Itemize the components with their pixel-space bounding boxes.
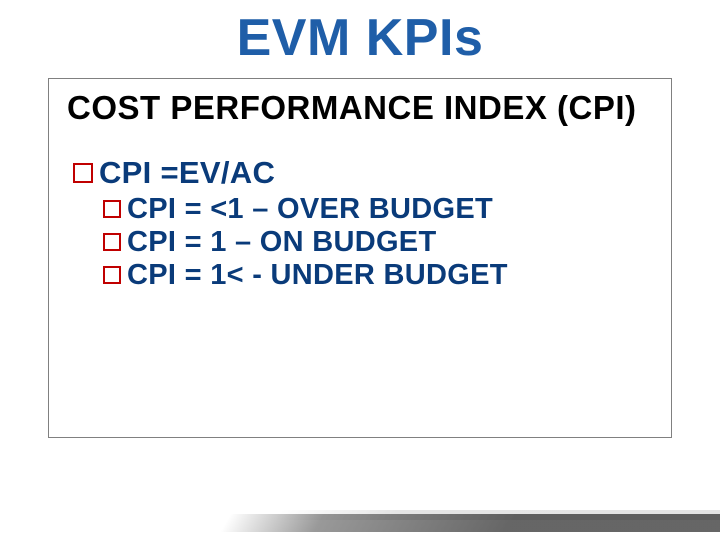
bullet-text: CPI = 1< - UNDER BUDGET	[127, 259, 508, 292]
square-bullet-icon	[103, 233, 121, 251]
bullet-level1: CPI =EV/AC	[73, 155, 653, 191]
slide-container: EVM KPIs COST PERFORMANCE INDEX (CPI) CP…	[0, 0, 720, 540]
square-bullet-icon	[73, 163, 93, 183]
slide-decoration	[180, 496, 720, 540]
bullet-level2-item: CPI = <1 – OVER BUDGET	[103, 193, 653, 226]
slide-title: EVM KPIs	[0, 0, 720, 74]
bullet-text: CPI = 1 – ON BUDGET	[127, 226, 436, 259]
square-bullet-icon	[103, 266, 121, 284]
bullet-level2-item: CPI = 1< - UNDER BUDGET	[103, 259, 653, 292]
square-bullet-icon	[103, 200, 121, 218]
bullet-level2-item: CPI = 1 – ON BUDGET	[103, 226, 653, 259]
swoosh-shadow-icon	[220, 514, 720, 532]
bullet-text: CPI =EV/AC	[99, 155, 275, 191]
slide-subtitle: COST PERFORMANCE INDEX (CPI)	[67, 89, 653, 127]
bullet-text: CPI = <1 – OVER BUDGET	[127, 193, 493, 226]
content-box: COST PERFORMANCE INDEX (CPI) CPI =EV/AC …	[48, 78, 672, 438]
